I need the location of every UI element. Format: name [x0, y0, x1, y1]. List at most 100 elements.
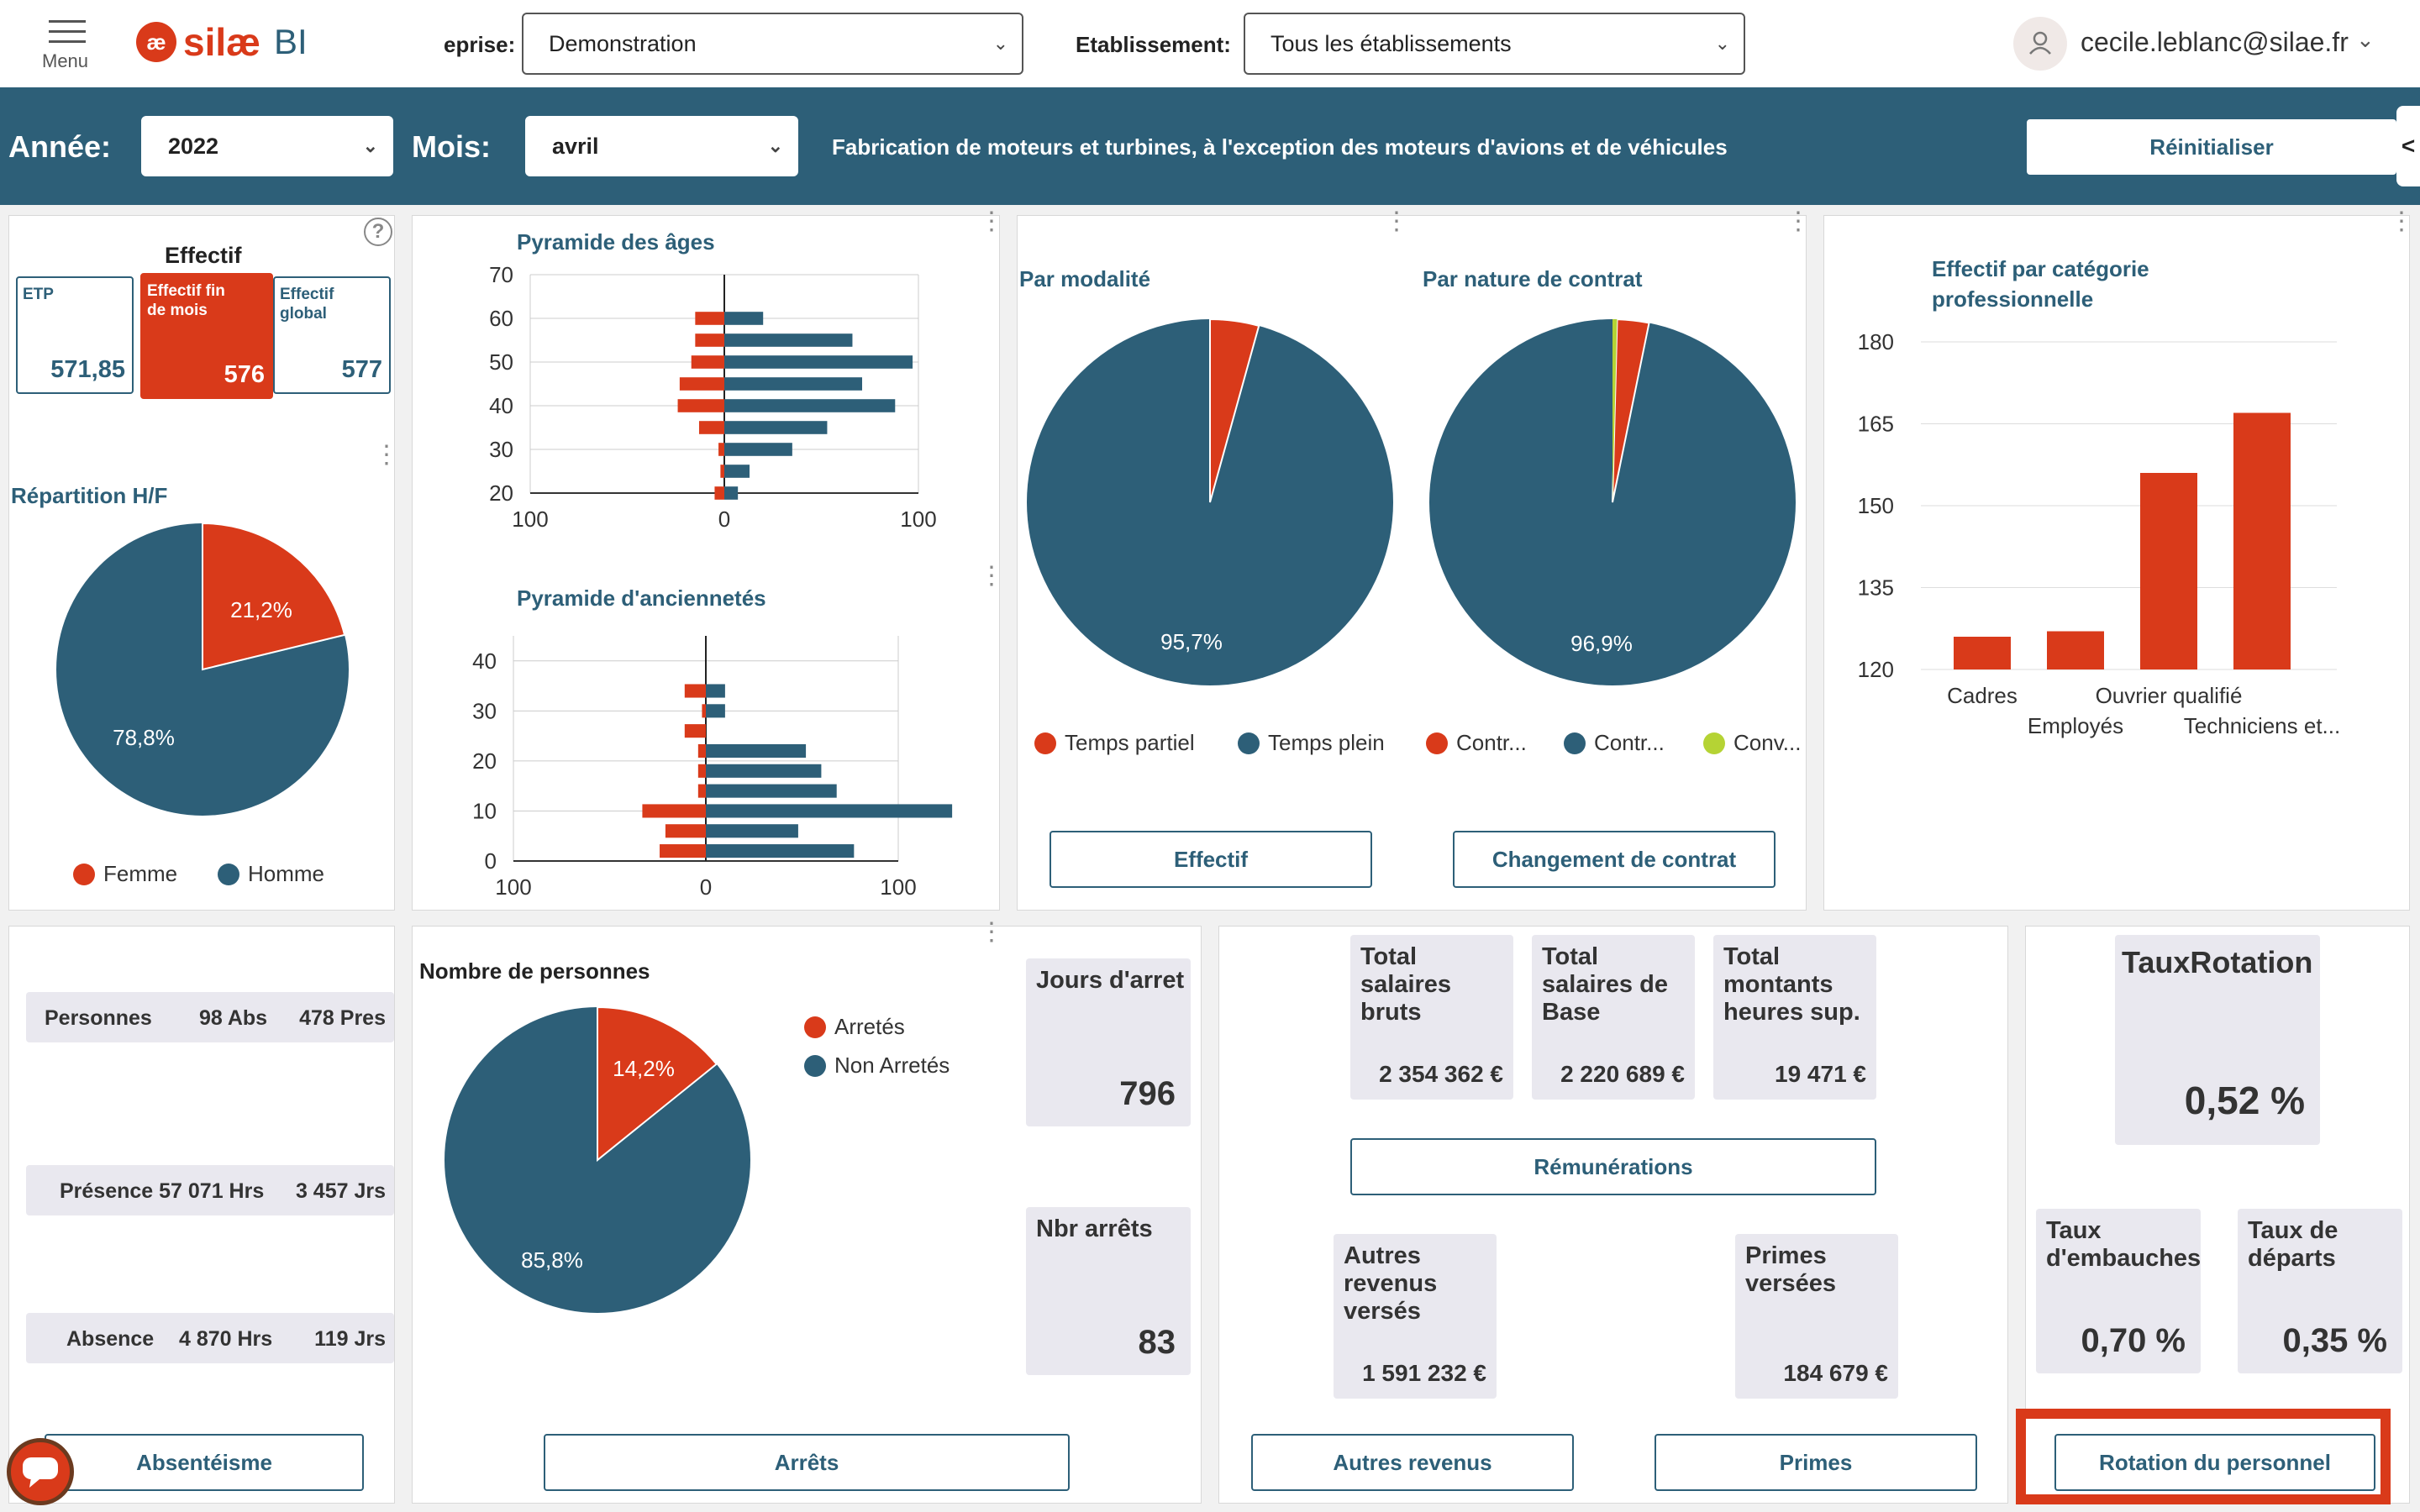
x-tick-label: Ouvrier qualifié: [2096, 683, 2243, 708]
y-tick-label: 40: [472, 648, 497, 674]
legend-dot-icon: [218, 863, 239, 885]
y-tick-label: 40: [489, 393, 513, 418]
categorie-chart: 120 135 150 165 180 Cadres Employés Ouvrier qua…: [1858, 329, 2341, 738]
legend-contrat-1-label: Contr...: [1456, 730, 1527, 755]
row-value-1: 4 870 Hrs: [179, 1327, 273, 1351]
bar-femme: [702, 704, 706, 718]
legend-arretes-label: Arretés: [834, 1014, 905, 1039]
help-icon[interactable]: ?: [364, 218, 392, 246]
panel-remuneration: Total salaires bruts 2 354 362 € Total sa…: [1218, 926, 2008, 1504]
pie-label-non-arretes: 85,8%: [521, 1247, 583, 1273]
bar-homme: [724, 421, 828, 434]
card-value: 19 471 €: [1775, 1061, 1866, 1087]
kpi-effectif-fin[interactable]: Effectif fin de mois 576: [140, 273, 273, 399]
y-tick-label: 135: [1858, 575, 1894, 601]
y-tick-label: 30: [472, 698, 497, 723]
y-tick-label: 20: [472, 748, 497, 774]
autres-revenus-button[interactable]: Autres revenus: [1251, 1434, 1574, 1491]
contrat-title: Par nature de contrat: [1423, 266, 1643, 291]
arrets-button[interactable]: Arrêts: [544, 1434, 1070, 1491]
bar-homme: [724, 465, 750, 478]
bar-homme: [706, 784, 837, 798]
row-value-2: 3 457 Jrs: [295, 1179, 386, 1203]
panel-categorie: ⋮ Effectif par catégorie professionnelle…: [1823, 207, 2414, 911]
user-menu[interactable]: cecile.leblanc@silae.fr ⌄: [2013, 15, 2383, 72]
legend-contrat-1: Contr...: [1426, 730, 1527, 756]
pie-femme: [202, 522, 346, 671]
activity-label: Fabrication de moteurs et turbines, à l'…: [832, 134, 1728, 160]
panel-modalite-contrat: ⋮ ⋮ Par modalité Par nature de contrat 9…: [1017, 207, 1811, 911]
menu-button[interactable]: Menu: [42, 18, 88, 71]
card-taux-departs: Taux de départs 0,35 %: [2238, 1209, 2402, 1373]
card-value: 0,52 %: [2184, 1079, 2305, 1122]
rotation-button[interactable]: Rotation du personnel: [2054, 1434, 2375, 1491]
bar-homme: [724, 377, 863, 391]
kpi-etp[interactable]: ETP 571,85: [16, 276, 134, 394]
legend-non-label: Non Arretés: [834, 1053, 950, 1078]
card-label: Total salaires de Base: [1542, 943, 1668, 1026]
primes-button[interactable]: Primes: [1655, 1434, 1977, 1491]
user-email: cecile.leblanc@silae.fr: [2081, 27, 2349, 57]
reset-button[interactable]: Réinitialiser: [2027, 119, 2396, 175]
more-options-icon[interactable]: ⋮: [1384, 207, 1409, 235]
month-select[interactable]: avril ⌄: [525, 116, 798, 176]
legend-temps-partiel: Temps partiel: [1034, 730, 1195, 756]
bar-homme: [706, 684, 725, 698]
legend-dot-icon: [1703, 732, 1725, 754]
kpi-effectif-global[interactable]: Effectif global 577: [273, 276, 391, 394]
bar-homme: [706, 824, 798, 838]
bar-categorie: [1954, 637, 2011, 669]
legend-contrat-2-label: Contr...: [1594, 730, 1665, 755]
absences-row-absence: Absence 4 870 Hrs 119 Jrs: [26, 1313, 394, 1363]
bar-femme: [697, 784, 706, 798]
legend-partiel-label: Temps partiel: [1065, 730, 1195, 755]
bar-homme: [706, 743, 807, 759]
x-tick-label: 100: [495, 874, 531, 900]
y-tick-label: 20: [489, 480, 513, 506]
company-select[interactable]: Demonstration ⌄: [522, 13, 1023, 75]
more-options-icon[interactable]: ⋮: [979, 562, 1004, 590]
categorie-title-1: Effectif par catégorie: [1932, 256, 2149, 281]
card-salaires-bruts: Total salaires bruts 2 354 362 €: [1350, 935, 1513, 1100]
card-value: 796: [1119, 1075, 1176, 1112]
card-label: Total salaires bruts: [1360, 943, 1452, 1026]
collapse-label: <: [2401, 133, 2416, 159]
y-tick-label: 10: [472, 798, 497, 823]
card-taux-rotation: TauxRotation 0,52 %: [2115, 935, 2320, 1145]
legend-contrat-3-label: Conv...: [1733, 730, 1802, 755]
card-label: Taux d'embauches: [2046, 1217, 2202, 1272]
absenteisme-button[interactable]: Absentéisme: [45, 1434, 364, 1491]
bar-homme: [706, 804, 953, 818]
month-label: Mois:: [412, 129, 491, 164]
year-select[interactable]: 2022 ⌄: [141, 116, 393, 176]
panel-arrets: ⋮ Nombre de personnes 14,2% 85,8% Arreté…: [412, 918, 1202, 1504]
effectif-button[interactable]: Effectif: [1050, 831, 1372, 888]
chevron-down-icon: ⌄: [362, 135, 378, 156]
more-options-icon[interactable]: ⋮: [374, 441, 399, 469]
card-value: 0,70 %: [2081, 1322, 2186, 1359]
y-tick-label: 50: [489, 349, 513, 375]
chat-button[interactable]: [7, 1438, 74, 1505]
bar-homme: [724, 486, 739, 500]
year-label: Année:: [8, 129, 112, 164]
more-options-icon[interactable]: ⋮: [2389, 207, 2414, 235]
remunerations-button[interactable]: Rémunérations: [1350, 1138, 1876, 1195]
row-label: Personnes: [45, 1006, 152, 1030]
changement-contrat-button[interactable]: Changement de contrat: [1453, 831, 1776, 888]
absences-row-presence: Présence 57 071 Hrs 3 457 Jrs: [26, 1165, 394, 1215]
more-options-icon[interactable]: ⋮: [979, 918, 1004, 946]
y-tick-label: 120: [1858, 657, 1894, 682]
legend-homme-label: Homme: [248, 861, 325, 886]
effectif-title: Effectif: [165, 243, 242, 268]
bar-femme: [684, 724, 706, 738]
modalite-title: Par modalité: [1019, 266, 1151, 291]
svg-text:æ: æ: [146, 29, 166, 55]
establishment-select[interactable]: Tous les établissements ⌄: [1244, 13, 1745, 75]
more-options-icon[interactable]: ⋮: [979, 207, 1004, 235]
top-bar: Menu æ silæ BI eprise: Demonstration ⌄ Et…: [0, 0, 2420, 87]
collapse-button[interactable]: <: [2396, 106, 2420, 186]
more-options-icon[interactable]: ⋮: [1786, 207, 1811, 235]
card-label: Jours d'arret: [1036, 967, 1185, 994]
rotation-highlight: [2016, 1409, 2391, 1504]
arrets-title: Nombre de personnes: [419, 958, 650, 984]
